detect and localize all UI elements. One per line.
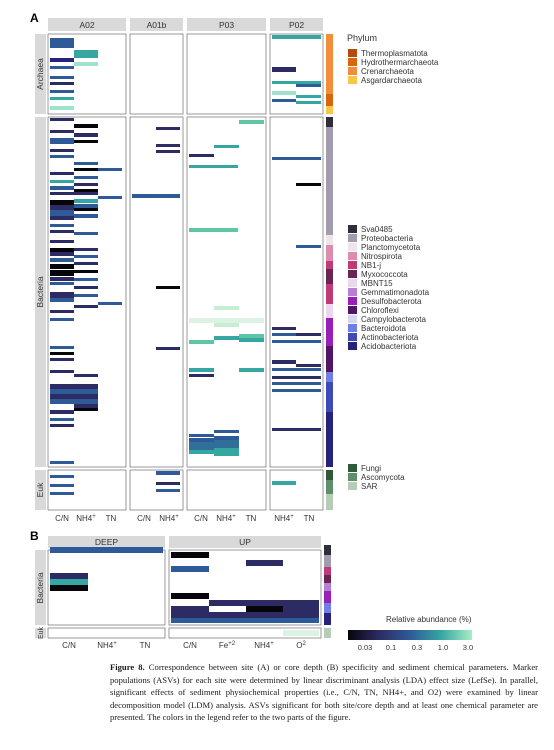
xtick-a01b-nh4: NH4+	[159, 514, 179, 523]
panel-b-xticks: C/N NH4+ TN C/N Fe+2 NH4+ O2	[62, 641, 306, 650]
xtick-up-nh4: NH4+	[254, 641, 274, 650]
panel-a-label: A	[30, 11, 39, 25]
legend-ascomycota: Ascomycota	[361, 473, 405, 482]
panel-a-phylum-bar	[326, 34, 333, 510]
legend-crenarchaeota: Crenarchaeota	[361, 67, 414, 76]
strip-a01b: A01b	[147, 20, 167, 30]
xtick-p03-nh4: NH4+	[216, 514, 236, 523]
legend-nitrospirota: Nitrospirota	[361, 252, 402, 261]
strip-up: UP	[239, 537, 251, 547]
panel-a-strips: A02 A01b P03 P02	[48, 18, 323, 31]
xtick-p03-cn: C/N	[194, 514, 208, 523]
legend-bacteroidota: Bacteroidota	[361, 324, 406, 333]
legend-gemmatimonadota: Gemmatimonadota	[361, 288, 430, 297]
abundance-tick-1: 0.1	[386, 643, 396, 652]
xtick-deep-nh4: NH4+	[97, 641, 117, 650]
xtick-p02-nh4: NH4+	[274, 514, 294, 523]
panel-b-phylum-bar	[324, 545, 331, 638]
abundance-tick-3: 1.0	[438, 643, 448, 652]
xtick-up-cn: C/N	[183, 641, 197, 650]
xtick-up-o2: O2	[296, 641, 306, 650]
legend-nb1-j: NB1-j	[361, 261, 381, 270]
legend-desulfobacterota: Desulfobacterota	[361, 297, 422, 306]
row-strip-archaea: Archaea	[35, 58, 45, 90]
legend-asgardarchaeota: Asgardarchaeota	[361, 76, 422, 85]
panel-a-xticks: C/N NH4+ TN C/N NH4+ C/N NH4+ TN NH4+ TN	[55, 514, 314, 523]
row-strip-b-bacteria: Bacteria	[35, 572, 45, 603]
strip-p03: P03	[219, 20, 234, 30]
xtick-up-fe: Fe+2	[219, 641, 236, 650]
xtick-p03-tn: TN	[246, 514, 257, 523]
strip-p02: P02	[289, 20, 304, 30]
legend-sar: SAR	[361, 482, 378, 491]
figure-8: A B A02 A01b P03 P02 Archaea Bacteria Eu…	[30, 11, 473, 652]
abundance-tick-4: 3.0	[463, 643, 473, 652]
legend-campylobacterota: Campylobacterota	[361, 315, 426, 324]
legend-sva0485: Sva0485	[361, 225, 393, 234]
row-strip-euk: Euk	[35, 482, 45, 497]
strip-a02: A02	[79, 20, 94, 30]
abundance-tick-2: 0.3	[412, 643, 422, 652]
abundance-legend-title: Relative abundance (%)	[386, 615, 472, 624]
legend-acidobacteriota: Acidobacteriota	[361, 342, 417, 351]
legend-mbnt15: MBNT15	[361, 279, 393, 288]
abundance-legend: Relative abundance (%) 0.03 0.1 0.3 1.0 …	[348, 615, 473, 652]
xtick-p02-tn: TN	[304, 514, 315, 523]
panel-a-row-strips: Archaea Bacteria Euk	[35, 34, 46, 510]
xtick-a02-nh4: NH4+	[76, 514, 96, 523]
panel-b-strips: DEEP UP Bacteria Euk	[35, 536, 321, 639]
strip-deep: DEEP	[95, 537, 118, 547]
phylum-legend-title: Phylum	[347, 33, 377, 43]
legend-planctomycetota: Planctomycetota	[361, 243, 421, 252]
xtick-a02-tn: TN	[106, 514, 117, 523]
panel-b-label: B	[30, 529, 39, 543]
figure-caption: Figure 8. Correspondence between site (A…	[110, 661, 538, 724]
panel-a-cells	[50, 35, 321, 495]
legend-fungi: Fungi	[361, 464, 381, 473]
legend-actinobacteriota: Actinobacteriota	[361, 333, 419, 342]
abundance-tick-0: 0.03	[358, 643, 373, 652]
xtick-deep-tn: TN	[140, 641, 151, 650]
abundance-gradient	[348, 630, 472, 640]
panel-b-cells	[50, 547, 319, 636]
legend-chloroflexi: Chloroflexi	[361, 306, 399, 315]
legend-myxococcota: Myxococcota	[361, 270, 408, 279]
phylum-legend: Phylum Thermoplasmatota Hydrothermarchae…	[347, 33, 439, 491]
xtick-a01b-cn: C/N	[137, 514, 151, 523]
row-strip-b-euk: Euk	[38, 626, 45, 639]
xtick-deep-cn: C/N	[62, 641, 76, 650]
legend-proteobacteria: Proteobacteria	[361, 234, 414, 243]
row-strip-bacteria: Bacteria	[35, 276, 45, 307]
caption-text: Correspondence between site (A) or core …	[110, 662, 538, 723]
legend-hydrothermarchaeota: Hydrothermarchaeota	[361, 58, 439, 67]
caption-label: Figure 8.	[110, 662, 145, 672]
xtick-a02-cn: C/N	[55, 514, 69, 523]
panel-a-frames	[47, 33, 324, 511]
legend-thermoplasmatota: Thermoplasmatota	[361, 49, 428, 58]
